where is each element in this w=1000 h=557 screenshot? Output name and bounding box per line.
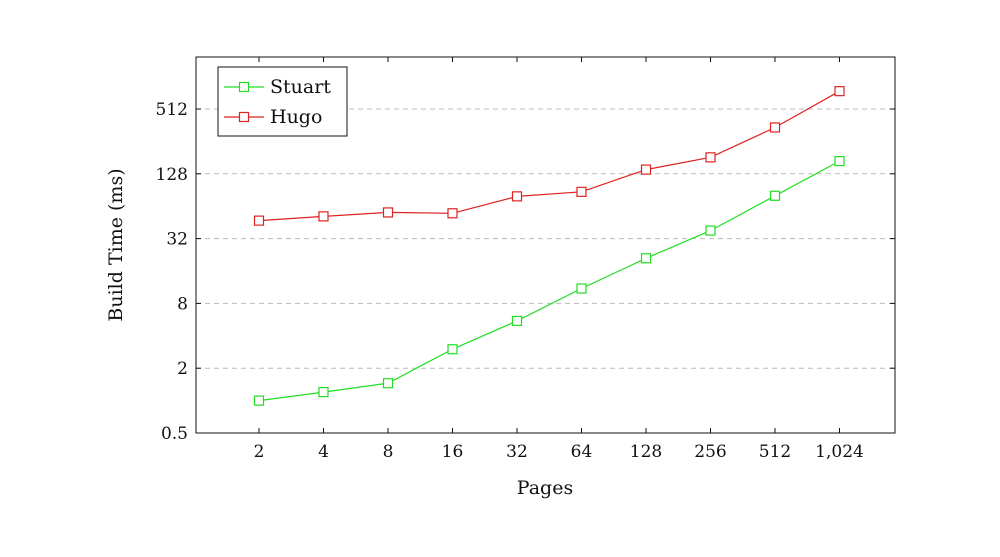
data-point xyxy=(576,186,587,197)
data-point xyxy=(511,315,523,327)
x-tick-label: 1,024 xyxy=(815,442,864,462)
legend-box xyxy=(217,66,348,137)
data-point xyxy=(705,152,716,163)
tick-layer: 0.5 2 8 32 128 512 2 4 8 16 32 64 128 256 512 1,024 xyxy=(156,57,895,462)
data-point xyxy=(511,191,523,202)
data-point xyxy=(834,155,845,167)
x-tick-label: 4 xyxy=(318,442,329,462)
series-line xyxy=(258,160,840,402)
data-point xyxy=(640,253,652,264)
x-tick-label: 32 xyxy=(506,442,528,462)
y-tick-label: 2 xyxy=(177,359,188,379)
data-point xyxy=(834,86,845,97)
y-tick-label: 32 xyxy=(166,230,188,250)
legend: Stuart Hugo xyxy=(217,66,348,137)
data-point xyxy=(769,122,781,133)
x-axis-label: Pages xyxy=(517,477,573,499)
y-tick-label: 8 xyxy=(177,294,188,314)
legend-label: Stuart xyxy=(270,76,331,98)
y-tick-label: 0.5 xyxy=(161,424,188,444)
y-axis-label: Build Time (ms) xyxy=(105,168,127,321)
series-stuart xyxy=(253,155,845,406)
y-tick-label: 512 xyxy=(156,100,188,120)
x-tick-label: 2 xyxy=(254,442,265,462)
data-point xyxy=(447,208,458,219)
legend-label: Hugo xyxy=(270,106,322,128)
x-tick-label: 8 xyxy=(383,442,394,462)
legend-marker xyxy=(238,111,250,123)
data-point xyxy=(318,211,329,222)
data-point xyxy=(253,215,265,226)
legend-marker xyxy=(238,81,250,93)
series-layer xyxy=(253,86,845,406)
data-point xyxy=(382,378,394,389)
data-point xyxy=(640,164,652,175)
x-tick-label: 64 xyxy=(571,442,593,462)
data-point xyxy=(769,190,781,201)
plot-frame xyxy=(195,56,896,434)
series-hugo xyxy=(253,86,845,226)
x-tick-label: 16 xyxy=(442,442,464,462)
legend-item-stuart: Stuart xyxy=(224,76,331,98)
data-point xyxy=(705,225,716,236)
x-tick-label: 256 xyxy=(694,442,726,462)
data-point xyxy=(576,283,587,294)
y-tick-label: 128 xyxy=(156,165,188,185)
data-point xyxy=(382,207,394,218)
data-point xyxy=(318,386,329,398)
x-tick-label: 128 xyxy=(630,442,662,462)
data-point xyxy=(447,344,458,355)
x-tick-label: 512 xyxy=(759,442,791,462)
legend-item-hugo: Hugo xyxy=(224,106,322,128)
grid-lines xyxy=(196,108,895,434)
data-point xyxy=(253,395,265,406)
series-line xyxy=(258,90,840,222)
